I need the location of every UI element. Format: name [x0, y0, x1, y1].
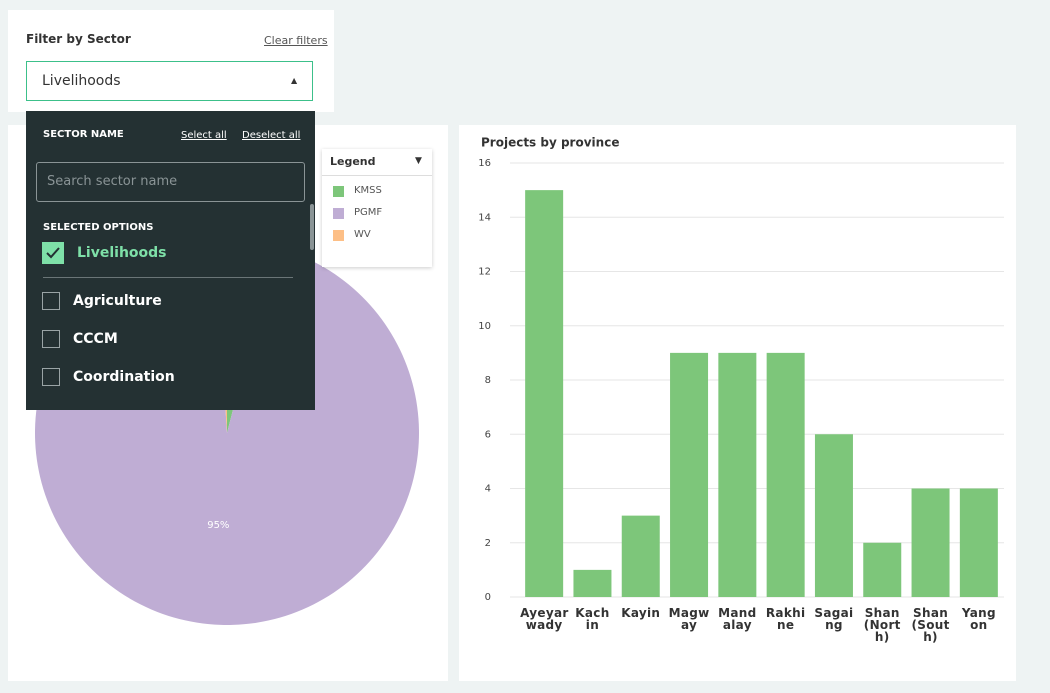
x-tick-label: Ayeyar wady — [520, 606, 569, 632]
y-tick-label: 16 — [478, 158, 491, 169]
legend-label: WV — [354, 229, 371, 240]
bar — [718, 352, 757, 597]
y-tick-label: 2 — [485, 538, 491, 549]
y-tick-label: 6 — [485, 429, 491, 440]
selected-heading: SELECTED OPTIONS — [43, 222, 154, 233]
legend: Legend ▼ KMSS PGMF WV — [322, 149, 432, 267]
bar — [766, 352, 805, 597]
legend-swatch — [333, 208, 344, 219]
search-input[interactable]: Search sector name — [36, 162, 305, 202]
bar — [814, 434, 853, 597]
bar — [670, 352, 709, 597]
y-tick-label: 12 — [478, 267, 491, 278]
option-label: Agriculture — [73, 293, 162, 309]
legend-label: PGMF — [354, 207, 383, 218]
select-value: Livelihoods — [42, 73, 121, 89]
x-tick-label: Kayin — [621, 606, 661, 620]
bar — [573, 569, 612, 597]
slice-label: 95% — [207, 520, 229, 531]
x-tick-label: Kach in — [575, 606, 610, 632]
x-tick-label: Sagai ng — [814, 606, 854, 632]
bar — [959, 488, 998, 597]
x-tick-label: Magw ay — [668, 606, 710, 632]
chart-title: Projects by province — [481, 136, 619, 150]
legend-title: Legend — [330, 155, 376, 168]
legend-caret: ▼ — [415, 156, 422, 166]
option-label: Livelihoods — [77, 245, 167, 261]
option-label: Coordination — [73, 369, 175, 385]
option-label: CCCM — [73, 331, 118, 347]
bar — [525, 190, 564, 597]
clear-filters[interactable]: Clear filters — [264, 34, 328, 47]
checkbox — [42, 292, 60, 310]
select-caret: ▲ — [291, 76, 298, 85]
option[interactable]: CCCM — [42, 330, 118, 348]
checkbox-checked — [42, 242, 64, 264]
bar — [863, 542, 902, 597]
bar — [911, 488, 950, 597]
checkbox — [42, 368, 60, 386]
x-tick-label: Shan (Nort h) — [863, 606, 901, 644]
x-tick-label: Yang on — [961, 606, 996, 632]
scrollbar — [310, 204, 314, 250]
x-tick-label: Rakhi ne — [765, 606, 806, 632]
option[interactable]: Agriculture — [42, 292, 162, 310]
search-placeholder: Search sector name — [47, 174, 178, 189]
x-tick-label: Mand alay — [718, 606, 757, 632]
divider — [43, 277, 293, 278]
filter-title: Filter by Sector — [26, 32, 131, 46]
sector-dropdown: SECTOR NAME Select all Deselect all Sear… — [26, 111, 315, 410]
deselect-all[interactable]: Deselect all — [242, 130, 301, 141]
y-tick-label: 10 — [478, 321, 491, 332]
x-tick-label: Shan (Sout h) — [911, 606, 950, 644]
checkbox — [42, 330, 60, 348]
select-all[interactable]: Select all — [181, 130, 227, 141]
selected-option[interactable]: Livelihoods — [42, 242, 167, 264]
y-tick-label: 14 — [478, 212, 491, 223]
legend-header[interactable]: Legend ▼ — [322, 149, 432, 176]
y-tick-label: 8 — [485, 375, 491, 386]
legend-swatch — [333, 230, 344, 241]
legend-label: KMSS — [354, 185, 382, 196]
filter-panel: Filter by Sector Clear filters Livelihoo… — [8, 10, 334, 112]
sector-select[interactable]: Livelihoods ▲ — [26, 61, 313, 101]
legend-swatch — [333, 186, 344, 197]
dropdown-header: SECTOR NAME — [43, 129, 124, 140]
y-tick-label: 0 — [485, 592, 491, 603]
y-tick-label: 4 — [485, 484, 491, 495]
option[interactable]: Coordination — [42, 368, 175, 386]
bar — [621, 515, 660, 597]
